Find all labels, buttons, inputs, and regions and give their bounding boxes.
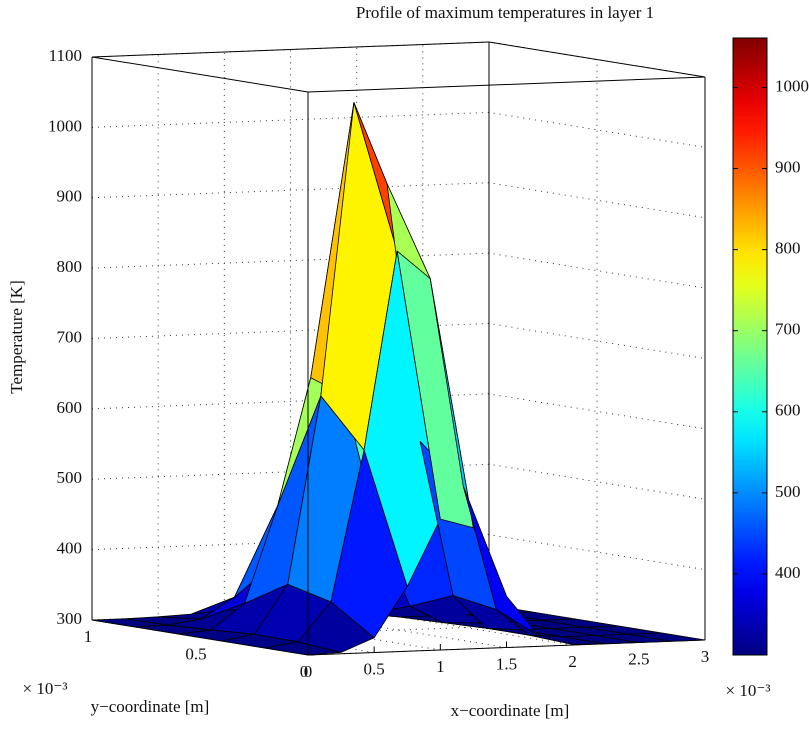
colorbar-tick-label: 600 xyxy=(775,401,801,420)
y-axis-label: y−coordinate [m] xyxy=(91,697,210,716)
grid-line xyxy=(91,393,706,430)
z-tick-label: 700 xyxy=(57,327,83,346)
x-tick-label: 2.5 xyxy=(628,649,649,668)
z-tick-label: 1100 xyxy=(49,46,82,65)
grid-line xyxy=(91,182,706,219)
z-tick-label: 900 xyxy=(57,187,83,206)
z-tick-label: 500 xyxy=(57,468,83,487)
z-tick-label: 300 xyxy=(57,609,83,628)
x-tick-label: 0 xyxy=(304,662,313,681)
z-tick-label: 1000 xyxy=(48,116,82,135)
colorbar-tick-label: 900 xyxy=(775,157,801,176)
y-tick-label: 0 xyxy=(300,662,309,681)
x-tick-label: 2 xyxy=(568,652,577,671)
axis-box xyxy=(307,76,706,93)
colorbar xyxy=(732,37,768,656)
grid-line xyxy=(91,463,706,500)
grid-line xyxy=(91,534,706,571)
colorbar-tick-label: 400 xyxy=(775,563,801,582)
y-axis-exponent: × 10⁻³ xyxy=(23,679,68,698)
x-tick-label: 0.5 xyxy=(364,659,385,678)
colorbar-tick-label: 800 xyxy=(775,239,801,258)
x-axis-label: x−coordinate [m] xyxy=(451,701,570,720)
z-tick-label: 600 xyxy=(57,398,83,417)
z-tick-label: 400 xyxy=(57,539,83,558)
x-tick-label: 1 xyxy=(436,657,445,676)
axis-box xyxy=(91,41,490,58)
chart-title: Profile of maximum temperatures in layer… xyxy=(356,3,654,22)
colorbar-tick-label: 500 xyxy=(775,482,801,501)
axis-box xyxy=(91,56,309,93)
y-tick-label: 0.5 xyxy=(185,644,206,663)
y-tick-label: 1 xyxy=(84,627,93,646)
x-axis-exponent: × 10⁻³ xyxy=(726,681,771,700)
grid-line xyxy=(91,322,706,359)
surface-facet xyxy=(628,632,706,642)
x-tick-label: 1.5 xyxy=(496,654,517,673)
grid-line xyxy=(91,111,706,148)
colorbar-tick-label: 1000 xyxy=(775,76,809,95)
z-tick-label: 800 xyxy=(57,257,83,276)
grid-line xyxy=(290,49,507,648)
x-tick-label: 3 xyxy=(701,647,710,666)
z-axis-label: Temperature [K] xyxy=(7,280,26,394)
axis-box xyxy=(488,41,706,78)
colorbar-tick-label: 700 xyxy=(775,320,801,339)
